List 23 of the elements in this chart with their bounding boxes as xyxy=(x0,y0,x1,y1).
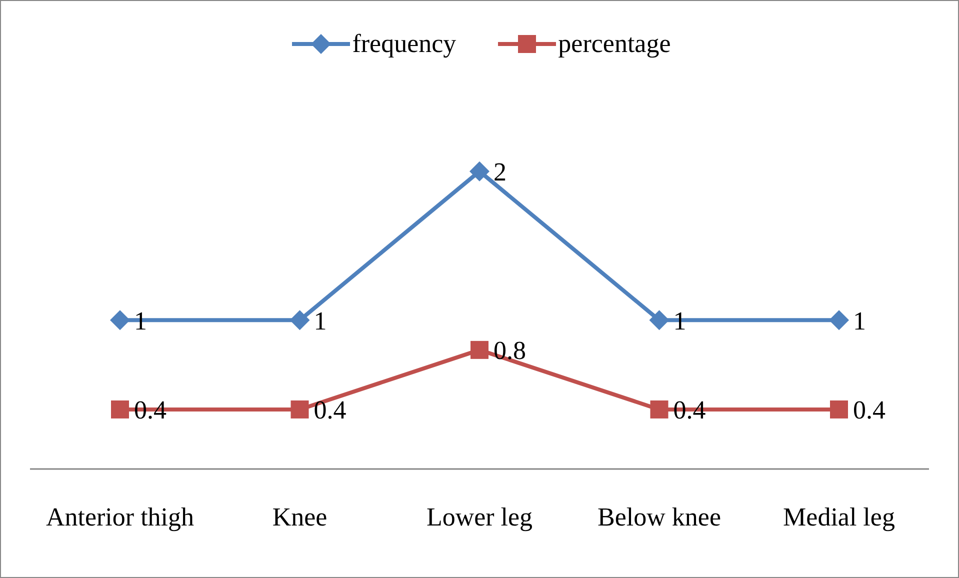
data-label: 0.4 xyxy=(314,396,346,425)
point xyxy=(829,310,849,330)
legend-label: frequency xyxy=(352,29,456,59)
x-tick-label: Below knee xyxy=(598,502,721,532)
data-label: 1 xyxy=(314,306,327,336)
point xyxy=(470,340,488,359)
point xyxy=(470,161,490,182)
data-label: 1 xyxy=(853,306,866,336)
point xyxy=(650,400,668,418)
data-label: 2 xyxy=(494,158,506,187)
point xyxy=(111,400,129,418)
point xyxy=(830,400,848,418)
x-tick-label: Knee xyxy=(272,502,328,532)
point xyxy=(290,310,310,330)
data-label: 0.8 xyxy=(494,336,526,366)
point xyxy=(290,400,309,418)
point xyxy=(649,310,670,330)
data-label: 0.4 xyxy=(853,396,886,425)
x-tick-label: Medial leg xyxy=(783,502,895,532)
legend-label: percentage xyxy=(558,29,671,59)
x-tick-label: Lower leg xyxy=(426,502,533,532)
x-tick-label: Anterior thigh xyxy=(46,502,194,532)
point xyxy=(110,310,130,330)
